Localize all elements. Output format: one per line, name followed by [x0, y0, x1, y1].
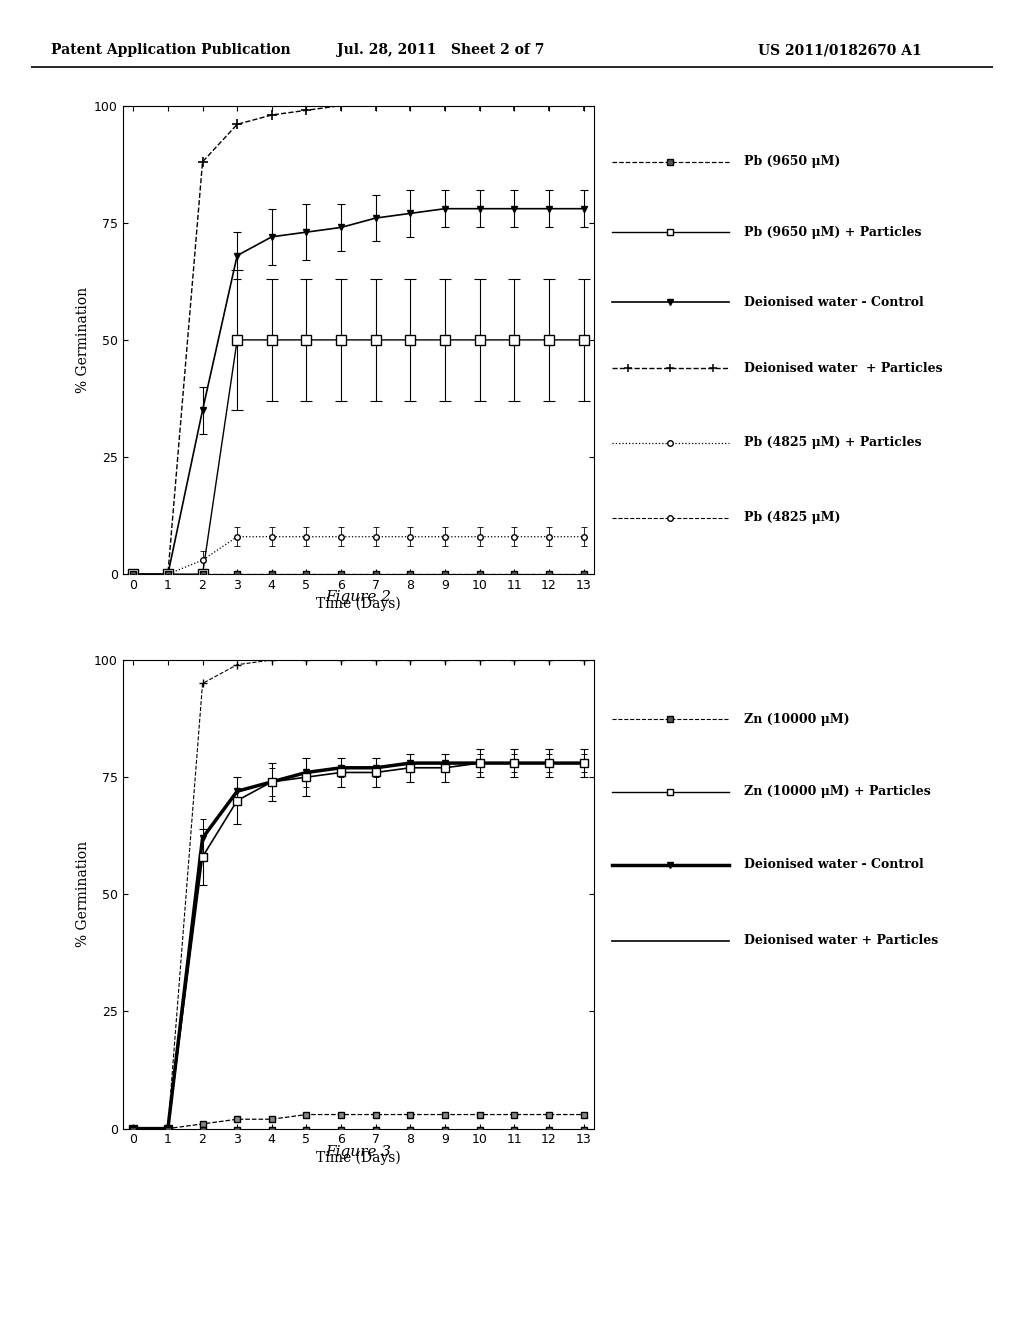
Text: Pb (4825 μM) + Particles: Pb (4825 μM) + Particles: [744, 437, 922, 450]
Text: Jul. 28, 2011   Sheet 2 of 7: Jul. 28, 2011 Sheet 2 of 7: [337, 44, 544, 57]
Text: Deionised water - Control: Deionised water - Control: [744, 296, 924, 309]
Text: Figure 3: Figure 3: [326, 1146, 391, 1159]
X-axis label: Time (Days): Time (Days): [316, 597, 400, 611]
Text: Pb (4825 μM): Pb (4825 μM): [744, 511, 841, 524]
Y-axis label: % Germination: % Germination: [76, 286, 90, 393]
Text: Deionised water + Particles: Deionised water + Particles: [744, 935, 938, 946]
Text: Zn (10000 μM) + Particles: Zn (10000 μM) + Particles: [744, 785, 931, 799]
Y-axis label: % Germination: % Germination: [76, 841, 90, 948]
Text: Pb (9650 μM): Pb (9650 μM): [744, 156, 841, 169]
Text: Zn (10000 μM): Zn (10000 μM): [744, 713, 850, 726]
Text: Deionised water - Control: Deionised water - Control: [744, 858, 924, 871]
Text: Figure 2: Figure 2: [326, 590, 391, 603]
Text: Patent Application Publication: Patent Application Publication: [51, 44, 291, 57]
X-axis label: Time (Days): Time (Days): [316, 1151, 400, 1166]
Text: Pb (9650 μM) + Particles: Pb (9650 μM) + Particles: [744, 226, 922, 239]
Text: US 2011/0182670 A1: US 2011/0182670 A1: [758, 44, 922, 57]
Text: Deionised water  + Particles: Deionised water + Particles: [744, 362, 943, 375]
